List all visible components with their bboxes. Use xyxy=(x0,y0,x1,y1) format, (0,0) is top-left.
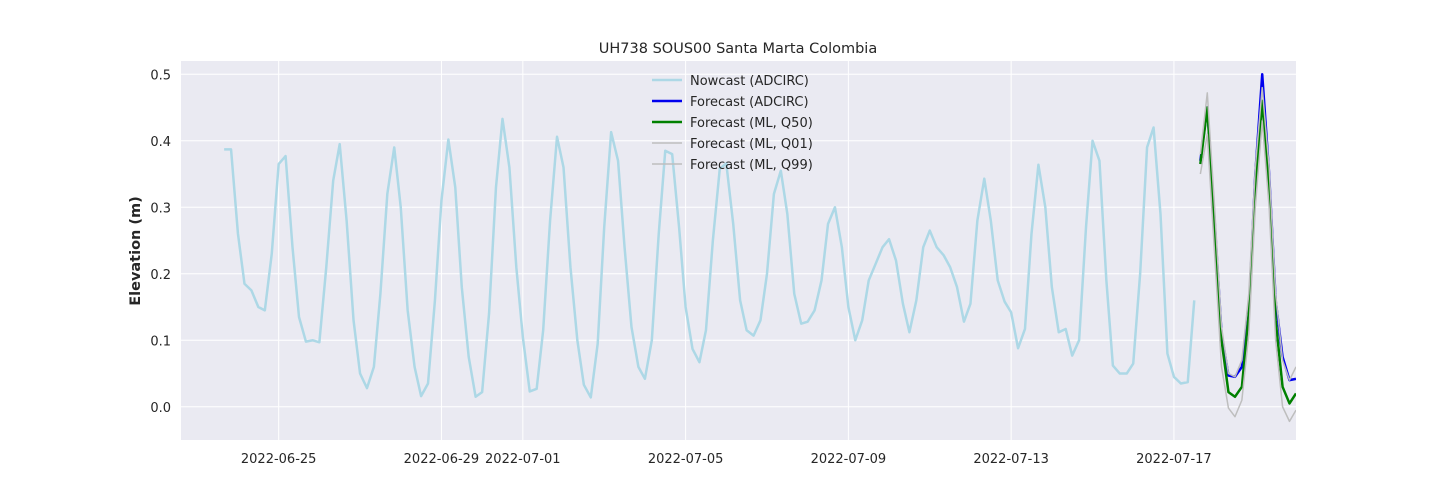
y-tick-labels: 0.0 0.1 0.2 0.3 0.4 0.5 xyxy=(150,68,171,415)
series-lines xyxy=(224,73,1296,423)
y-tick-label: 0.1 xyxy=(150,334,171,349)
x-tick-label: 2022-06-25 xyxy=(241,452,317,467)
y-tick-label: 0.4 xyxy=(150,135,171,150)
legend-label-forecast-ml-q99: Forecast (ML, Q99) xyxy=(690,158,813,173)
series-line-forecast-ml-q01 xyxy=(1199,120,1296,423)
x-tick-label: 2022-07-13 xyxy=(973,452,1049,467)
y-tick-label: 0.0 xyxy=(150,401,171,416)
y-axis-label: Elevation (m) xyxy=(128,196,144,306)
y-tick-label: 0.5 xyxy=(150,68,171,83)
plot-background xyxy=(181,61,1296,440)
x-tick-label: 2022-07-05 xyxy=(648,452,724,467)
x-tick-label: 2022-06-29 xyxy=(404,452,480,467)
x-tick-labels: 2022-06-25 2022-06-29 2022-07-01 2022-07-05… xyxy=(241,452,1212,467)
series-line-forecast-ml-q50 xyxy=(1199,99,1296,405)
chart-title: UH738 SOUS00 Santa Marta Colombia xyxy=(599,41,877,57)
x-tick-label: 2022-07-09 xyxy=(811,452,887,467)
x-tick-label: 2022-07-17 xyxy=(1136,452,1212,467)
legend-label-nowcast-adcirc: Nowcast (ADCIRC) xyxy=(690,74,809,89)
series-line-forecast-ml-q99 xyxy=(1199,86,1296,381)
legend-label-forecast-adcirc: Forecast (ADCIRC) xyxy=(690,95,809,110)
y-tick-label: 0.3 xyxy=(150,201,171,216)
x-tick-label: 2022-07-01 xyxy=(485,452,561,467)
legend-label-forecast-ml-q01: Forecast (ML, Q01) xyxy=(690,137,813,152)
y-tick-label: 0.2 xyxy=(150,268,171,283)
legend: Nowcast (ADCIRC) Forecast (ADCIRC) Forecas… xyxy=(652,74,813,173)
series-line-nowcast-adcirc xyxy=(224,117,1196,399)
legend-label-forecast-ml-q50: Forecast (ML, Q50) xyxy=(690,116,813,131)
